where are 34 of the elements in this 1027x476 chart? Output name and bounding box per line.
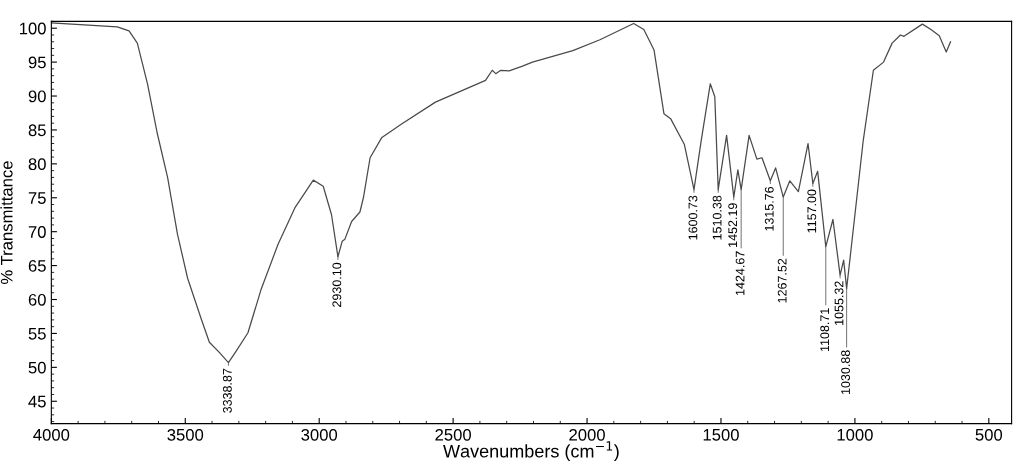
x-tick-label: 1000 xyxy=(837,428,873,441)
annotation: 2930.10 xyxy=(332,262,342,307)
y-tick-label: 85 xyxy=(28,124,46,137)
x-tick-label: 1500 xyxy=(703,428,739,441)
y-tick-label: 60 xyxy=(28,293,46,306)
y-tick-label: 45 xyxy=(28,395,46,408)
y-tick-label: 80 xyxy=(28,158,46,171)
x-tick-label: 2500 xyxy=(435,428,472,441)
annotation: 1452.19 xyxy=(728,203,738,247)
annotation: 1510.38 xyxy=(712,195,722,240)
y-tick-label: 75 xyxy=(28,192,46,204)
x-tick-label: 2000 xyxy=(569,428,605,441)
x-tick-label: 3000 xyxy=(301,428,338,441)
annotation: 1108.71 xyxy=(820,308,830,352)
x-tick-label: 500 xyxy=(975,428,1003,441)
y-axis-title: % Transmittance xyxy=(0,161,13,284)
annotation: 1157.00 xyxy=(807,189,817,233)
x-tick-label: 4000 xyxy=(33,428,70,441)
annotation: 1315.76 xyxy=(764,186,774,231)
annotation: 1600.73 xyxy=(688,195,698,240)
annotation: 1424.67 xyxy=(735,251,745,295)
y-tick-label: 65 xyxy=(28,260,46,272)
y-tick-label: 100 xyxy=(19,22,46,35)
y-tick-label: 55 xyxy=(28,328,46,340)
x-axis-title: Wavenumbers (cm$^{−1}$) xyxy=(443,441,619,462)
annotation: 1267.52 xyxy=(777,258,787,303)
annotation: 1030.88 xyxy=(841,350,850,394)
y-tick-label: 50 xyxy=(28,361,46,374)
annotation: 3338.87 xyxy=(222,368,232,413)
y-tick-label: 70 xyxy=(28,226,46,238)
x-tick-label: 3500 xyxy=(167,428,204,441)
y-tick-label: 95 xyxy=(28,56,46,69)
y-tick-label: 90 xyxy=(28,90,46,103)
annotation: 1055.32 xyxy=(834,281,844,325)
